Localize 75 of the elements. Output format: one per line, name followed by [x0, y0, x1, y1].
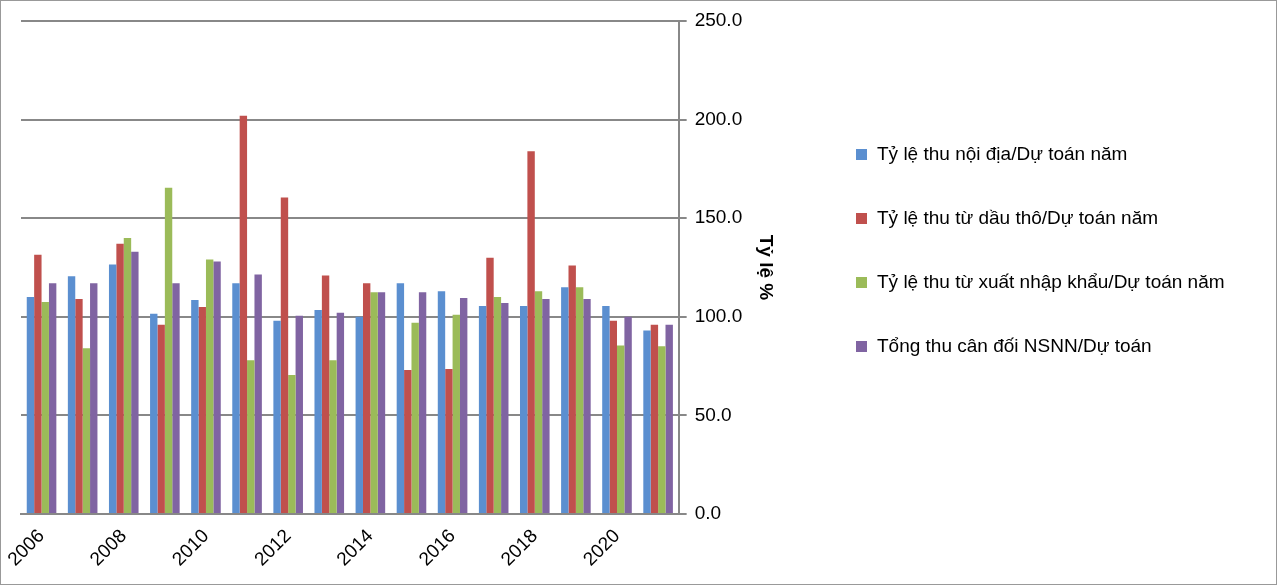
- bar: [26, 297, 35, 513]
- bar: [48, 283, 57, 513]
- bar: [280, 197, 289, 513]
- bar: [108, 264, 117, 513]
- legend-label: Tổng thu cân đối NSNN/Dự toán: [877, 334, 1152, 358]
- bar: [658, 346, 666, 513]
- bar: [561, 287, 569, 513]
- legend-label: Tỷ lệ thu nội địa/Dự toán năm: [877, 142, 1128, 166]
- bar: [172, 283, 180, 513]
- bar: [501, 302, 509, 513]
- bar: [41, 302, 49, 513]
- bar: [355, 316, 363, 513]
- bar: [191, 300, 199, 513]
- bar: [609, 320, 617, 513]
- bar: [445, 369, 453, 513]
- bar: [82, 348, 91, 513]
- bar: [542, 299, 550, 513]
- bar: [362, 283, 371, 513]
- bar: [157, 324, 165, 513]
- bar: [575, 287, 584, 513]
- bar: [650, 324, 659, 513]
- bar: [493, 297, 502, 513]
- bar: [624, 316, 632, 513]
- bar: [205, 259, 214, 513]
- bar: [617, 345, 625, 513]
- legend-label: Tỷ lệ thu từ dầu thô/Dự toán năm: [877, 206, 1159, 230]
- legend-label: Tỷ lệ thu từ xuất nhập khẩu/Dự toán năm: [877, 270, 1225, 294]
- bar: [254, 274, 262, 513]
- bar: [164, 187, 173, 513]
- bar: [370, 292, 378, 513]
- bar: [75, 299, 83, 513]
- bar: [527, 151, 535, 513]
- y-axis-title: Tỷ lệ %: [756, 234, 778, 301]
- bar: [34, 254, 42, 513]
- y-tick-label: 100.0: [694, 305, 743, 327]
- bar: [131, 251, 139, 513]
- bar: [665, 324, 673, 513]
- bar: [534, 291, 543, 513]
- bar: [213, 261, 221, 513]
- bar: [273, 320, 281, 513]
- bar: [452, 314, 460, 513]
- bar: [321, 275, 330, 513]
- bar: [67, 276, 76, 513]
- y-tick-label: 0.0: [694, 502, 722, 524]
- bar: [568, 265, 576, 513]
- bar: [198, 306, 206, 513]
- bar: [123, 237, 132, 513]
- y-tick-label: 250.0: [694, 9, 743, 31]
- bar: [377, 292, 386, 513]
- bar: [643, 330, 651, 513]
- y-tick-label: 50.0: [694, 403, 732, 425]
- bar: [520, 305, 528, 513]
- bar: [486, 257, 494, 513]
- bar: [247, 360, 255, 513]
- bar: [90, 283, 98, 513]
- bar: [418, 292, 427, 513]
- bar: [336, 312, 345, 513]
- bar: [288, 374, 296, 513]
- bar: [116, 243, 124, 513]
- bar: [314, 309, 322, 513]
- bar: [411, 322, 419, 513]
- bar: [295, 315, 303, 513]
- bar: [150, 313, 158, 513]
- bar: [329, 360, 337, 513]
- y-tick-label: 200.0: [694, 107, 743, 129]
- bar: [459, 298, 468, 513]
- bar: [404, 370, 412, 513]
- bar: [232, 283, 240, 513]
- bar: [583, 299, 591, 513]
- bar: [239, 115, 248, 513]
- bar: [478, 305, 487, 513]
- bar: [437, 291, 446, 513]
- bar: [602, 305, 610, 513]
- y-tick-label: 150.0: [694, 206, 743, 228]
- bar: [396, 283, 405, 513]
